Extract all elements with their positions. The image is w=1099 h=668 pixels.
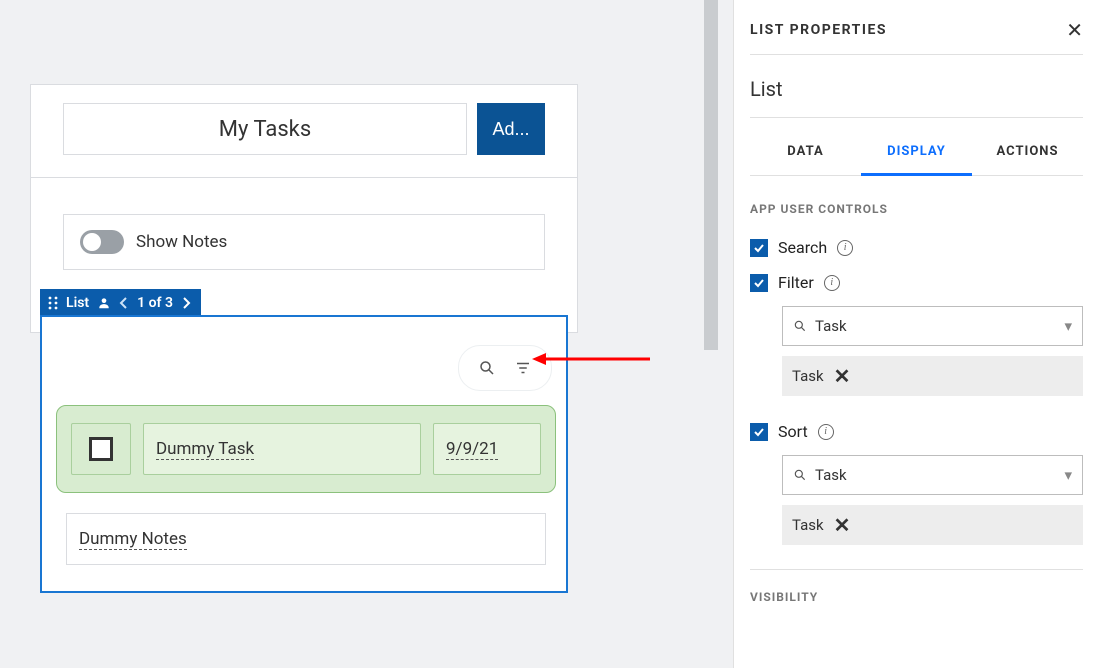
checkbox-filter[interactable] — [750, 274, 768, 292]
person-icon — [97, 296, 111, 310]
list-row-primary[interactable]: Dummy Task 9/9/21 — [56, 405, 556, 493]
tab-display[interactable]: DISPLAY — [861, 126, 972, 176]
builder-canvas: My Tasks Ad... Show Notes List 1 of 3 — [0, 0, 718, 668]
scrollbar[interactable] — [704, 0, 718, 350]
list-component[interactable]: Dummy Task 9/9/21 Dummy Notes — [40, 315, 568, 593]
tab-data[interactable]: DATA — [750, 126, 861, 175]
checkbox-search[interactable] — [750, 239, 768, 257]
info-icon[interactable]: i — [837, 240, 853, 256]
chevron-right-icon[interactable] — [181, 297, 191, 309]
card-title[interactable]: My Tasks — [63, 103, 467, 155]
control-search-label: Search — [778, 238, 827, 257]
search-icon — [793, 468, 807, 482]
toggle-label: Show Notes — [136, 232, 227, 252]
show-notes-toggle-row[interactable]: Show Notes — [63, 214, 545, 270]
panel-tabs: DATA DISPLAY ACTIONS — [750, 126, 1083, 176]
control-sort: Sort i — [750, 414, 1083, 449]
toggle-switch[interactable] — [80, 230, 124, 254]
component-tab-list[interactable]: List 1 of 3 — [40, 289, 201, 317]
tab-actions[interactable]: ACTIONS — [972, 126, 1083, 175]
info-icon[interactable]: i — [818, 424, 834, 440]
sort-select-value: Task — [815, 466, 847, 484]
filter-chip-label: Task — [792, 367, 824, 385]
filter-icon[interactable] — [514, 359, 532, 377]
sort-chip: Task ✕ — [782, 505, 1083, 545]
section-app-user-controls: APP USER CONTROLS — [750, 176, 1083, 230]
filter-select[interactable]: Task ▾ — [782, 306, 1083, 346]
chevron-down-icon: ▾ — [1064, 317, 1072, 335]
filter-chip: Task ✕ — [782, 356, 1083, 396]
notes-text: Dummy Notes — [79, 529, 187, 550]
chip-remove-icon[interactable]: ✕ — [834, 513, 851, 537]
search-icon — [793, 319, 807, 333]
component-tab-label: List — [66, 295, 89, 311]
info-icon[interactable]: i — [824, 275, 840, 291]
drag-handle-icon — [48, 296, 58, 310]
panel-header: LIST PROPERTIES ✕ — [750, 0, 1083, 55]
panel-header-title: LIST PROPERTIES — [750, 22, 887, 38]
checkbox-sort[interactable] — [750, 423, 768, 441]
search-icon[interactable] — [478, 359, 496, 377]
sort-chip-label: Task — [792, 516, 824, 534]
filter-select-value: Task — [815, 317, 847, 335]
panel-title: List — [750, 55, 1083, 118]
control-filter: Filter i — [750, 265, 1083, 300]
chevron-left-icon[interactable] — [119, 297, 129, 309]
list-toolbar — [458, 345, 552, 391]
checkbox[interactable] — [89, 437, 113, 461]
close-icon[interactable]: ✕ — [1066, 18, 1083, 42]
row-date-cell[interactable]: 9/9/21 — [433, 423, 541, 475]
list-pager: 1 of 3 — [137, 295, 173, 311]
chevron-down-icon: ▾ — [1064, 466, 1072, 484]
task-name: Dummy Task — [156, 439, 254, 460]
row-task-cell[interactable]: Dummy Task — [143, 423, 421, 475]
chip-remove-icon[interactable]: ✕ — [834, 364, 851, 388]
sort-select[interactable]: Task ▾ — [782, 455, 1083, 495]
control-filter-label: Filter — [778, 273, 814, 292]
properties-panel: LIST PROPERTIES ✕ List DATA DISPLAY ACTI… — [733, 0, 1099, 668]
card-header: My Tasks Ad... — [31, 85, 577, 178]
task-date: 9/9/21 — [446, 439, 498, 460]
list-row-notes[interactable]: Dummy Notes — [66, 513, 546, 565]
row-checkbox-cell[interactable] — [71, 423, 131, 475]
control-sort-label: Sort — [778, 422, 808, 441]
section-visibility: VISIBILITY — [750, 570, 1083, 618]
add-button[interactable]: Ad... — [477, 103, 545, 155]
control-search: Search i — [750, 230, 1083, 265]
